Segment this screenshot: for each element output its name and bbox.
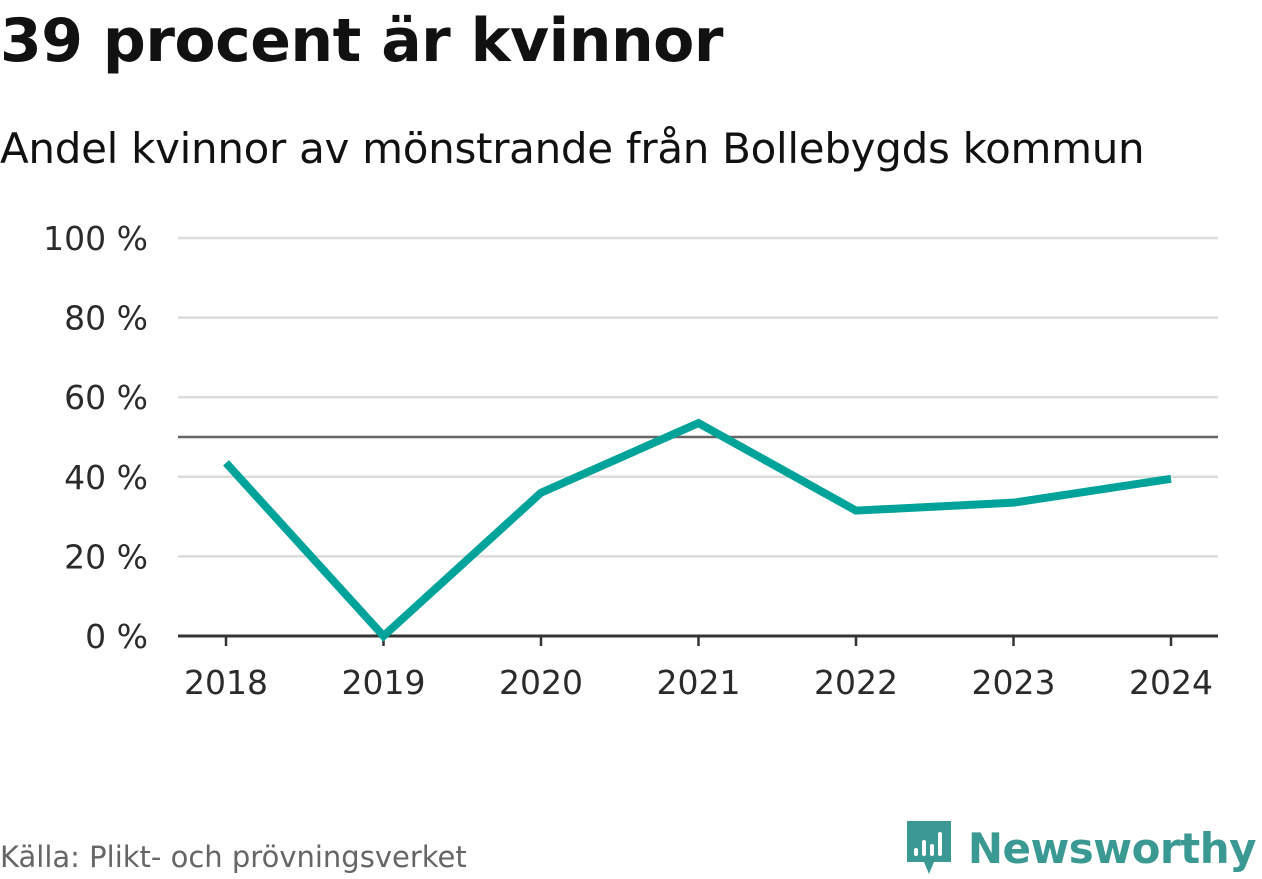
brand-logo: Newsworthy (904, 818, 1257, 878)
series-line (223, 418, 1172, 642)
chart-subtitle: Andel kvinnor av mönstrande från Bolleby… (0, 124, 1145, 173)
x-tick-label: 2020 (499, 663, 583, 702)
y-tick-label: 100 % (43, 219, 148, 258)
x-tick-label: 2021 (657, 663, 741, 702)
source-note: Källa: Plikt- och prövningsverket (0, 840, 467, 874)
y-tick-label: 20 % (64, 537, 148, 576)
x-tick-label: 2018 (184, 663, 268, 702)
y-axis-labels: 0 % 20 % 40 % 60 % 80 % 100 % (43, 219, 148, 656)
x-tick-label: 2019 (342, 663, 426, 702)
y-tick-label: 0 % (85, 617, 148, 656)
bar-chart-icon (906, 821, 951, 874)
x-tick-label: 2022 (814, 663, 898, 702)
chart-title: 39 procent är kvinnor (0, 6, 723, 76)
y-tick-label: 60 % (64, 378, 148, 417)
grid-lines (178, 236, 1218, 558)
brand-name: Newsworthy (967, 823, 1257, 873)
x-axis-labels: 2018 2019 2020 2021 2022 2023 2024 (184, 663, 1213, 702)
line-chart: 0 % 20 % 40 % 60 % 80 % 100 % 2018 2019 2020 202… (43, 219, 1218, 702)
y-tick-label: 40 % (64, 458, 148, 497)
x-axis (178, 634, 1218, 646)
series-group (223, 418, 1172, 642)
x-tick-label: 2024 (1129, 663, 1213, 702)
y-tick-label: 80 % (64, 299, 148, 338)
x-tick-label: 2023 (972, 663, 1056, 702)
